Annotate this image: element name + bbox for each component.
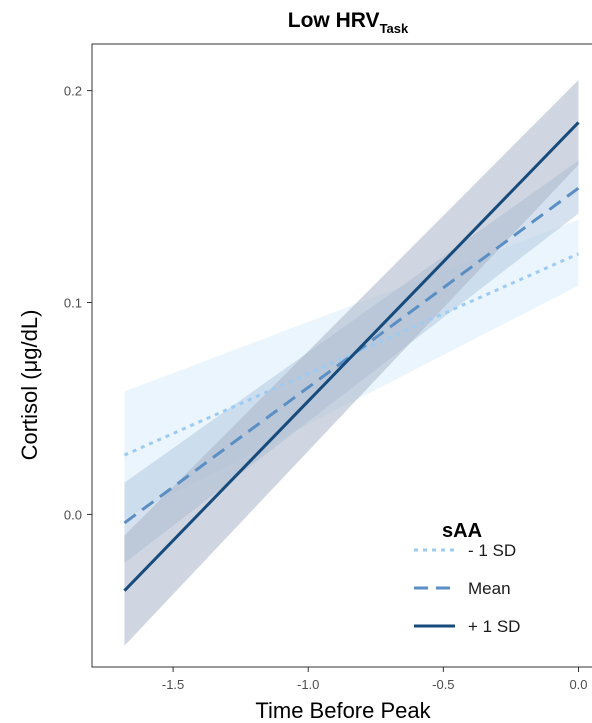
- legend-title: sAA: [442, 520, 482, 542]
- ci-band-1-sd: [124, 80, 579, 646]
- legend-label: Mean: [468, 579, 511, 598]
- plot-panel-border: [91, 43, 592, 668]
- series-line-1-sd: [123, 252, 580, 457]
- legend-label: - 1 SD: [468, 541, 516, 560]
- y-axis-ticks: 0.0 0.1 0.2: [64, 84, 92, 522]
- series-line-mean: [123, 186, 580, 525]
- y-axis-title: Cortisol (μg/dL): [17, 310, 42, 461]
- x-axis-title: Time Before Peak: [255, 698, 431, 723]
- y-tick-label: 0.0: [64, 507, 82, 522]
- y-tick-label: 0.1: [64, 296, 82, 311]
- legend: sAA - 1 SD Mean + 1 SD: [414, 520, 520, 636]
- x-tick-label: 0.0: [569, 677, 587, 692]
- x-tick-label: -0.5: [432, 677, 454, 692]
- series-line-1-sd: [123, 121, 580, 592]
- confidence-bands: [124, 80, 579, 646]
- x-axis-ticks: -1.5 -1.0 -0.5 0.0: [162, 667, 588, 692]
- y-tick-label: 0.2: [64, 84, 82, 99]
- x-tick-label: -1.5: [162, 677, 184, 692]
- legend-label: + 1 SD: [468, 617, 520, 636]
- series-lines: [123, 121, 580, 592]
- chart-title: Low HRVTask: [288, 9, 409, 36]
- x-tick-label: -1.0: [297, 677, 319, 692]
